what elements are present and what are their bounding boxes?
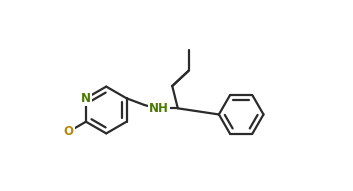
Text: O: O <box>64 125 73 138</box>
Text: N: N <box>81 92 91 105</box>
Text: NH: NH <box>149 102 169 115</box>
